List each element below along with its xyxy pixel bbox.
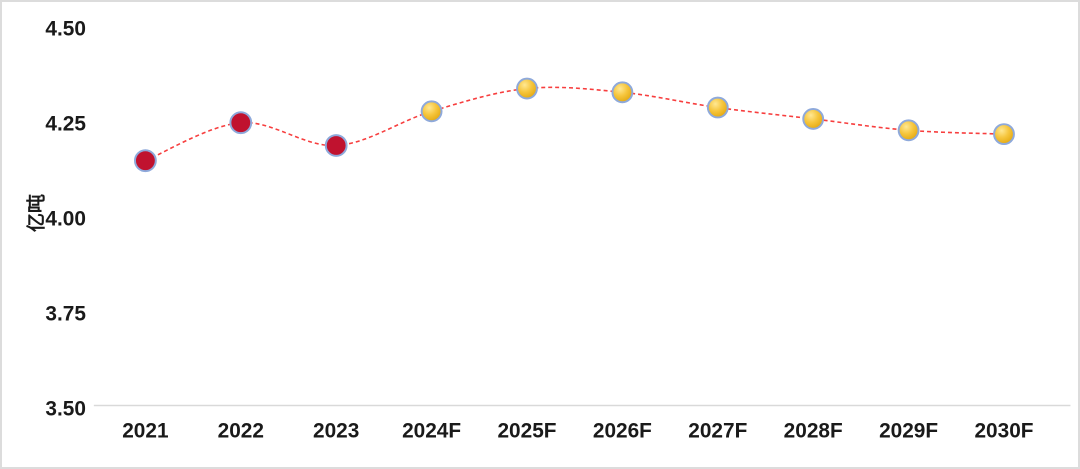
y-axis-title: 亿吨	[26, 193, 48, 233]
data-point-2026F	[611, 81, 634, 104]
y-tick-label-4.00: 4.00	[45, 208, 86, 231]
x-tick-label-2021: 2021	[122, 419, 168, 442]
y-tick-label-3.50: 3.50	[45, 397, 86, 420]
data-point-2025F	[516, 77, 538, 100]
x-tick-label-2026F: 2026F	[593, 419, 652, 442]
y-tick-label-3.75: 3.75	[45, 303, 86, 326]
x-tick-label-2023: 2023	[313, 419, 359, 442]
data-point-2029F	[897, 119, 920, 142]
x-tick-label-2022: 2022	[218, 419, 264, 442]
x-tick-label-2024F: 2024F	[402, 419, 461, 442]
data-point-2030F	[993, 123, 1015, 146]
data-point-2023	[324, 134, 348, 157]
data-point-2028F	[802, 108, 825, 130]
y-tick-label-4.25: 4.25	[45, 113, 86, 136]
x-tick-label-2029F: 2029F	[879, 419, 938, 442]
data-point-2027F	[706, 96, 729, 119]
trend-line	[145, 86, 1005, 162]
x-tick-label-2030F: 2030F	[974, 419, 1033, 442]
data-point-2024F	[420, 100, 443, 123]
x-tick-label-2027F: 2027F	[688, 419, 747, 442]
y-tick-label-4.50: 4.50	[45, 18, 86, 41]
x-tick-label-2028F: 2028F	[784, 419, 843, 442]
x-tick-label-2025F: 2025F	[497, 419, 556, 442]
data-point-2021	[133, 149, 157, 173]
data-point-2022	[229, 111, 253, 135]
